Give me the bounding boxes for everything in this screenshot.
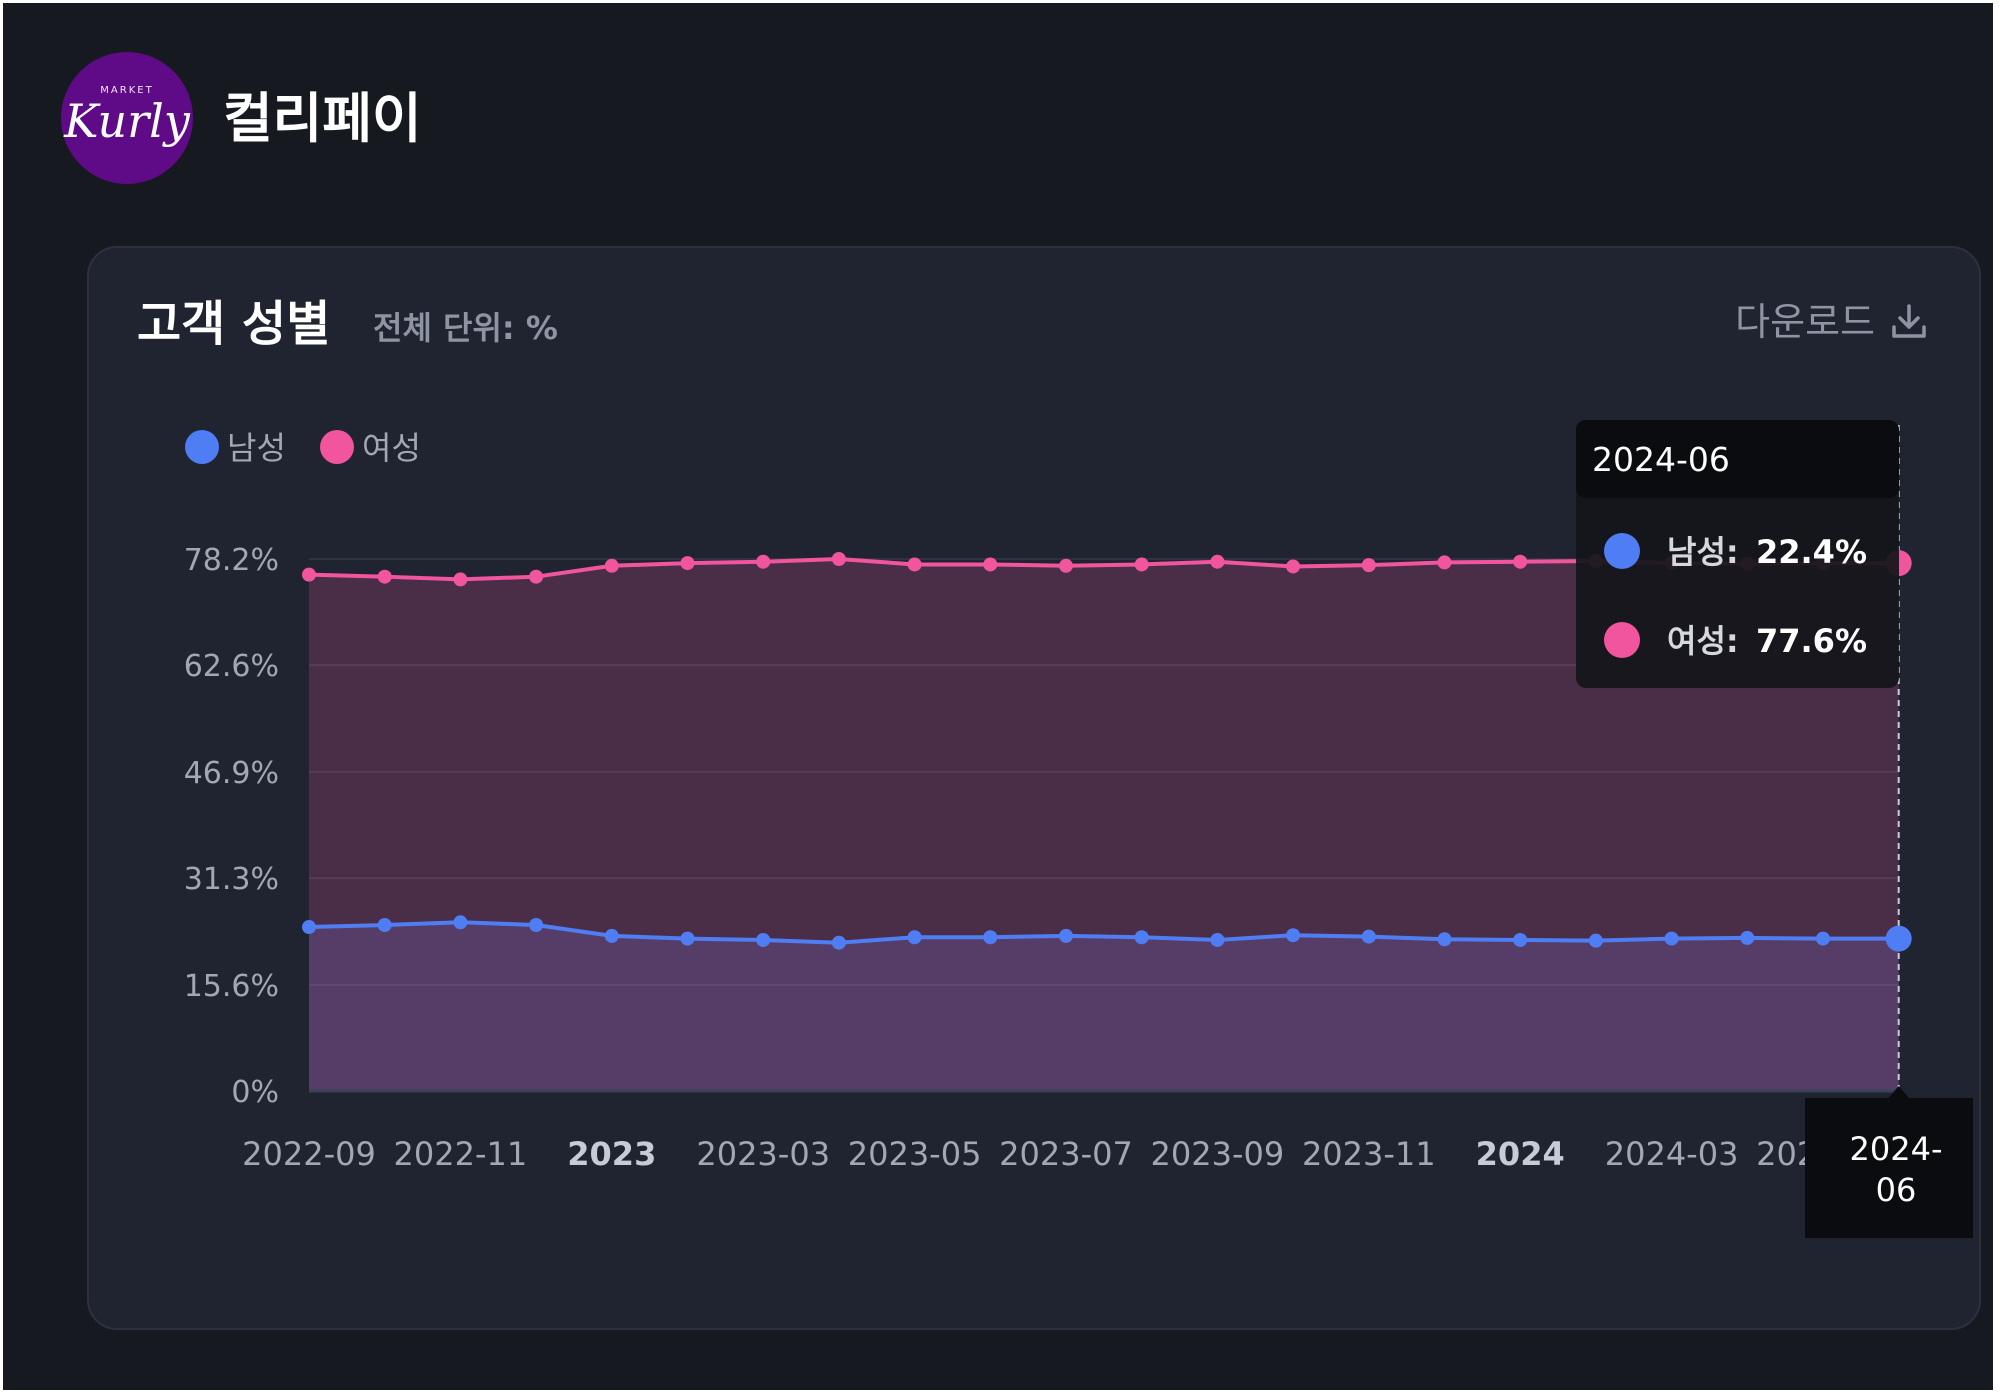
y-tick-label: 46.9% [184,756,279,791]
y-tick-label: 62.6% [184,649,279,684]
female-data-point[interactable] [377,569,392,584]
tooltip-label-male: 남성: [1667,533,1739,571]
male-data-point[interactable] [1664,931,1679,946]
female-data-point[interactable] [1210,554,1225,569]
male-data-point[interactable] [756,932,771,947]
tooltip-value-male: 22.4% [1756,533,1867,571]
male-data-point[interactable] [983,930,998,945]
male-data-point[interactable] [831,935,846,950]
male-data-point[interactable] [1740,930,1755,945]
tooltip-marker-female [1604,622,1640,658]
axis-hover-label-year: 2024- [1850,1130,1943,1168]
card-subtitle: 전체 단위: % [373,309,558,347]
female-data-point[interactable] [604,558,619,573]
female-data-point[interactable] [1361,558,1376,573]
tooltip-value-female: 77.6% [1756,622,1867,660]
x-tick-label: 2022-11 [394,1135,528,1173]
male-data-point[interactable] [529,918,544,933]
male-data-point[interactable] [1134,930,1149,945]
x-tick-label: 2023-11 [1302,1135,1436,1173]
legend-marker-male[interactable] [185,430,219,464]
male-data-point[interactable] [377,918,392,933]
male-data-point[interactable] [1816,931,1830,946]
tooltip-date: 2024-06 [1592,440,1730,479]
male-data-point[interactable] [302,920,316,935]
legend-marker-female[interactable] [320,430,354,464]
axis-hover-label-month: 06 [1876,1171,1917,1209]
x-tick-label: 2024 [1476,1135,1565,1173]
gender-area-chart: 0% 15.6% 31.3% 46.9% 62.6% 78.2% 2022-09 2022-1… [184,420,1973,1238]
female-data-point[interactable] [756,554,771,569]
male-series-line [308,920,1899,945]
male-data-point[interactable] [1361,929,1376,944]
female-data-point[interactable] [831,552,846,566]
logo-market-text: MARKET [100,85,154,96]
male-data-point[interactable] [680,931,695,946]
download-label: 다운로드 [1735,300,1875,344]
app-screen: MARKET Kurly 컬리페이 고객 성별 전체 단위: % 다운로드 0%… [3,3,1993,1390]
x-tick-label: 2024-03 [1605,1135,1739,1173]
kurly-logo: MARKET Kurly [61,52,193,184]
female-data-point[interactable] [302,567,316,582]
y-tick-label: 31.3% [184,862,279,897]
male-data-point[interactable] [1513,932,1528,947]
male-area [309,922,1899,1091]
male-data-point[interactable] [1210,932,1225,947]
x-tick-label: 2023-09 [1151,1135,1285,1173]
male-data-point[interactable] [1437,932,1452,947]
y-tick-label: 78.2% [184,543,279,578]
company-name: 컬리페이 [223,87,422,150]
legend-label-female: 여성 [362,429,421,467]
download-button[interactable]: 다운로드 [1735,298,1929,346]
x-tick-label: 2023-07 [999,1135,1133,1173]
male-data-point[interactable] [1059,928,1073,943]
axis-label-pointer [1886,1086,1911,1100]
x-tick-label: 2023 [567,1135,656,1173]
tooltip-header [1576,420,1899,498]
male-data-point[interactable] [1588,933,1603,948]
x-tick-label: 2023-03 [696,1135,830,1173]
female-data-point[interactable] [1059,558,1073,573]
male-data-point[interactable] [1286,928,1301,943]
tooltip-label-female: 여성: [1667,622,1739,660]
tooltip-marker-male [1604,533,1640,569]
female-data-point[interactable] [1437,555,1452,570]
axis-hover-label-box [1805,1098,1973,1238]
female-data-point[interactable] [453,572,468,587]
download-icon [1892,304,1926,338]
male-data-point[interactable] [453,915,468,930]
x-tick-label: 2022-09 [242,1135,376,1173]
male-data-point[interactable] [907,930,922,945]
female-data-point[interactable] [680,556,695,571]
female-data-point[interactable] [1513,554,1528,569]
x-tick-label: 2023-05 [848,1135,982,1173]
male-data-point[interactable] [604,928,619,943]
male-data-point[interactable] [1885,925,1912,952]
legend-label-male: 남성 [227,429,286,467]
logo-wordmark: Kurly [64,94,190,148]
female-data-point[interactable] [529,569,544,584]
female-data-point[interactable] [1286,559,1301,574]
female-data-point[interactable] [983,557,998,572]
y-tick-label: 15.6% [184,969,279,1004]
female-data-point[interactable] [907,557,922,572]
card-title: 고객 성별 [137,296,331,352]
y-tick-label: 0% [231,1075,279,1110]
female-data-point[interactable] [1134,557,1149,572]
